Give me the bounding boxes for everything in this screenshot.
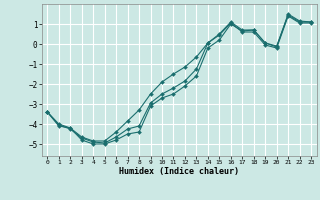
X-axis label: Humidex (Indice chaleur): Humidex (Indice chaleur): [119, 167, 239, 176]
